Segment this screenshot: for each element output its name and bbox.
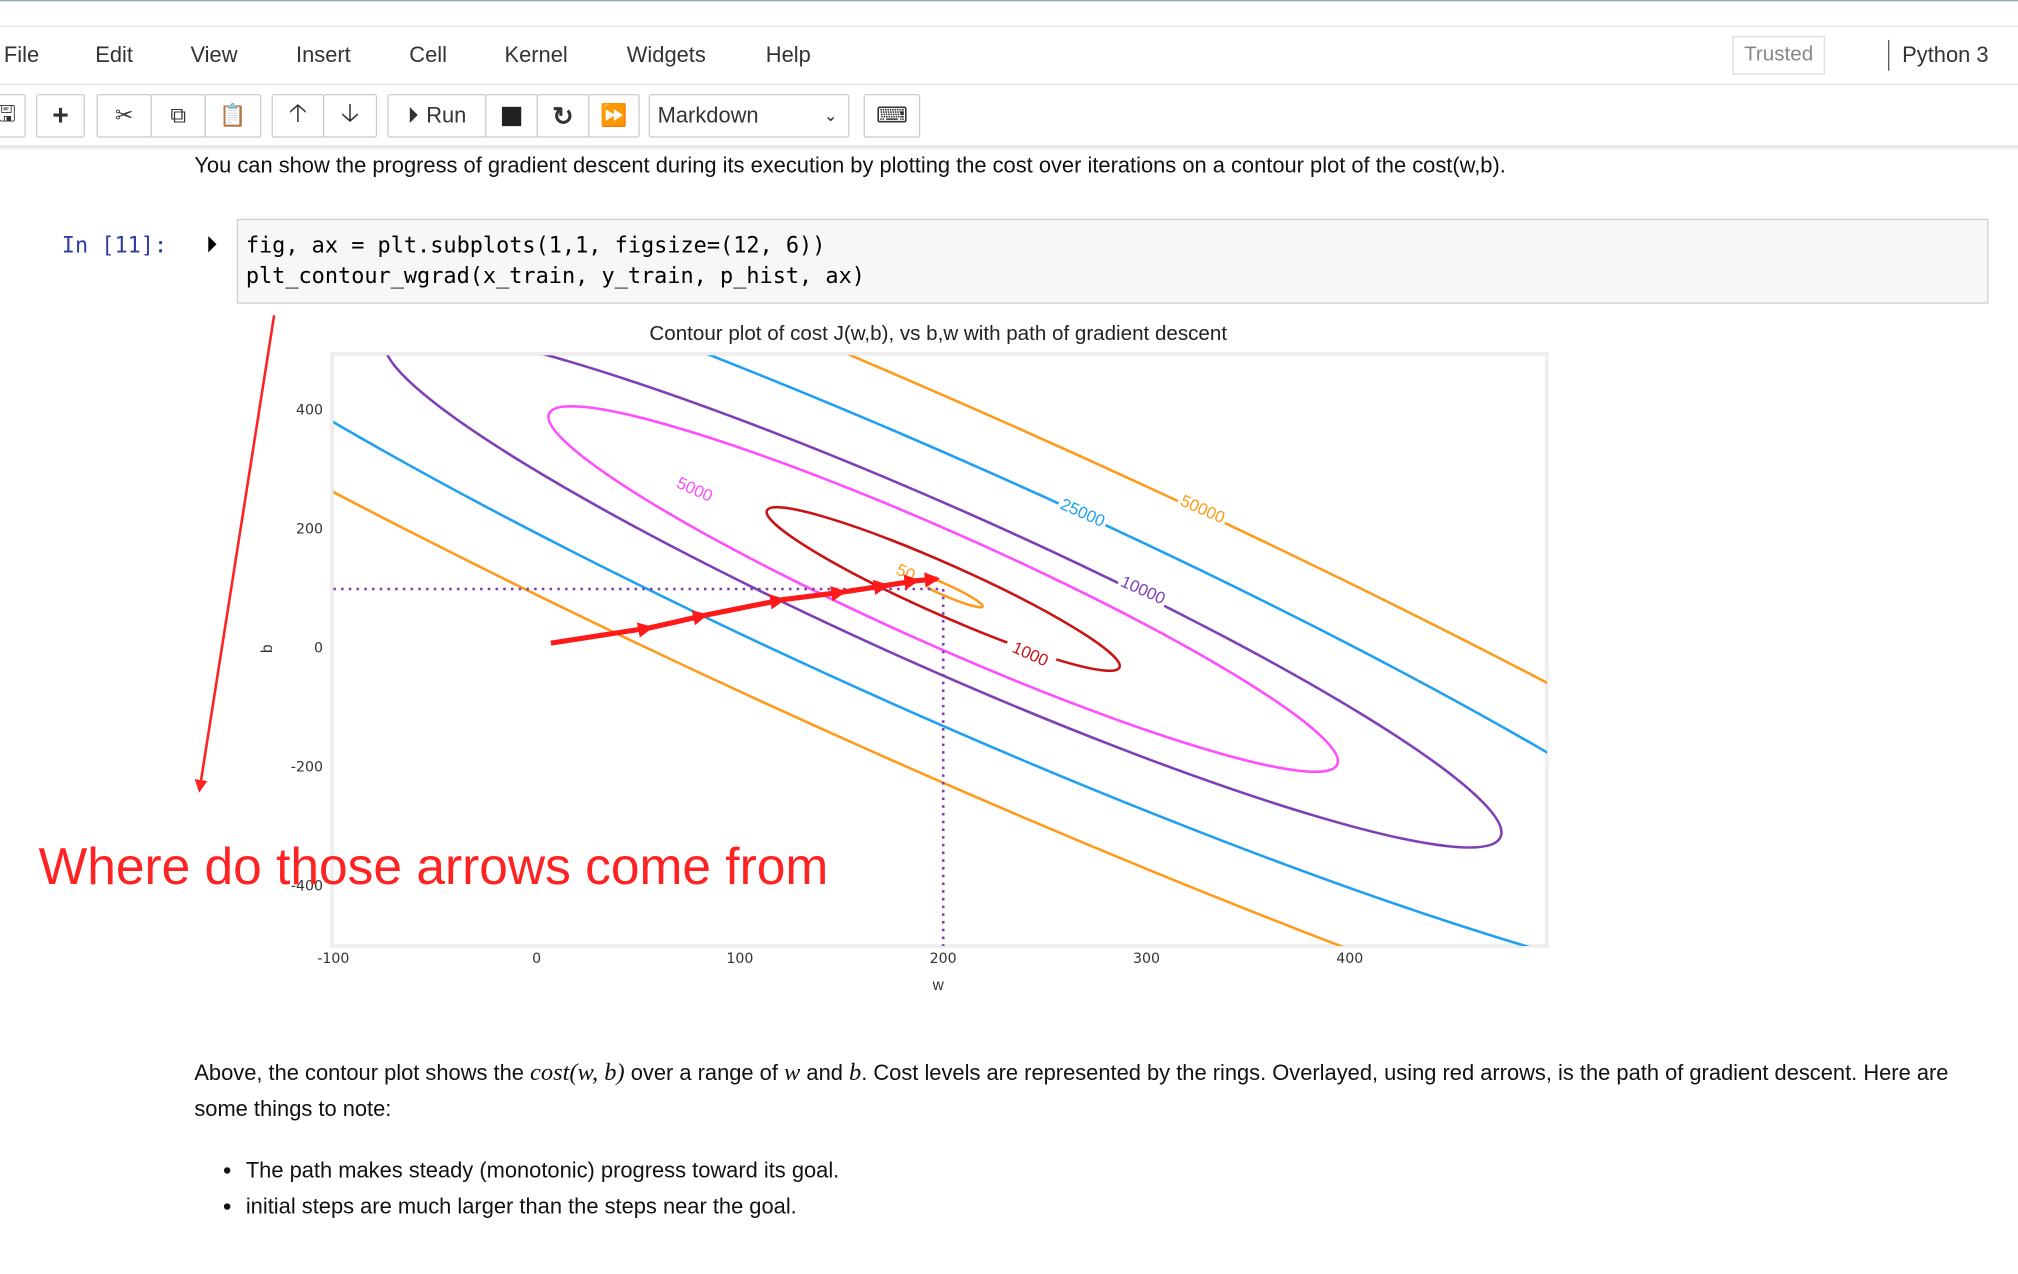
contour-label-bg — [667, 471, 722, 510]
gradient-path — [550, 572, 941, 646]
plot-frame — [330, 351, 1549, 948]
notes-list: The path makes steady (monotonic) progre… — [194, 1153, 839, 1225]
contour-ring — [547, 404, 1340, 774]
top-border — [0, 0, 2018, 2]
contour-ring — [383, 355, 1503, 849]
contour-label-bg — [1115, 572, 1170, 610]
stop-button[interactable] — [485, 93, 538, 138]
menu-item[interactable]: Cell — [409, 42, 447, 67]
toolbar-border — [0, 83, 2018, 85]
menu-item[interactable]: Edit — [95, 42, 133, 67]
x-tick-label: 0 — [532, 951, 541, 967]
math-text: b — [848, 1059, 862, 1087]
text-run: . Cost levels are represented by the rin… — [194, 1060, 1949, 1121]
text-run: and — [800, 1060, 849, 1085]
y-tick-label: 400 — [296, 403, 323, 419]
y-axis-label: b — [259, 644, 276, 653]
menu-item[interactable]: Insert — [296, 42, 351, 67]
run-cell-icon[interactable]: ⏵ — [205, 231, 218, 258]
contour-label-bg — [1002, 636, 1058, 674]
text-run: Above, the contour plot shows the — [194, 1060, 531, 1085]
restart-button[interactable]: ↻ — [536, 93, 590, 138]
annotation-arrow — [194, 315, 276, 793]
menu-item[interactable]: File — [3, 42, 40, 67]
note-item: The path makes steady (monotonic) progre… — [246, 1153, 839, 1189]
save-button[interactable]: 🖫 — [0, 93, 26, 138]
cell-type-select[interactable]: Markdown ⌄ — [648, 93, 850, 138]
menu-item[interactable]: View — [190, 42, 238, 67]
trusted-indicator[interactable]: Trusted — [1732, 36, 1825, 75]
toolbar-shadow — [0, 145, 2018, 151]
math-text: cost(w, b) — [530, 1059, 625, 1087]
contour-label: 50000 — [1178, 491, 1228, 527]
menu-border — [0, 25, 2018, 28]
chart-title: Contour plot of cost J(w,b), vs b,w with… — [649, 322, 1227, 345]
code-cell[interactable] — [236, 218, 1989, 304]
x-tick-label: 400 — [1336, 951, 1363, 967]
y-tick-label: 200 — [296, 522, 323, 538]
kernel-indicator: Python 3 — [1888, 39, 1989, 71]
cell-type-label: Markdown — [657, 102, 759, 128]
x-axis-label: w — [932, 977, 945, 994]
code-line: plt_contour_wgrad(x_train, y_train, p_hi… — [245, 263, 865, 290]
contour-label: 10000 — [1118, 572, 1168, 608]
code-line: fig, ax = plt.subplots(1,1, figsize=(12,… — [245, 232, 826, 259]
math-text: w — [784, 1059, 801, 1087]
stop-icon — [501, 106, 522, 126]
dropdown-caret: ⌄ — [823, 105, 838, 125]
copy-button[interactable]: ⧉ — [150, 93, 206, 138]
note-item: initial steps are much larger than the s… — [246, 1189, 839, 1225]
paste-button[interactable]: 📋 — [204, 93, 262, 138]
cut-button[interactable]: ✂ — [96, 93, 152, 138]
run-icon: ⏵ — [407, 102, 419, 128]
contour-label: 5000 — [674, 473, 716, 505]
intro-text: You can show the progress of gradient de… — [194, 153, 1506, 178]
y-tick-label: -400 — [291, 878, 323, 894]
y-tick-label: -200 — [291, 759, 323, 775]
explanation-text: Above, the contour plot shows the cost(w… — [194, 1055, 1970, 1127]
menu-item[interactable]: Widgets — [626, 42, 706, 67]
menu-item[interactable]: Kernel — [504, 42, 568, 67]
x-tick-label: 300 — [1133, 951, 1160, 967]
contour-label-bg — [1175, 491, 1230, 529]
annotation-text: Where do those arrows come from — [38, 839, 829, 896]
run-button[interactable]: ⏵ Run — [387, 93, 487, 138]
contour-ring — [333, 355, 1547, 946]
contour-label-bg — [1055, 494, 1110, 533]
run-all-button[interactable]: ⏩ — [588, 93, 640, 138]
contour-label: 1000 — [1010, 638, 1052, 670]
contour-label: 25000 — [1058, 495, 1108, 531]
x-tick-label: -100 — [317, 951, 349, 967]
text-run: over a range of — [624, 1060, 785, 1085]
cell-prompt: In [11]: — [61, 232, 168, 259]
x-tick-label: 100 — [726, 951, 753, 967]
menu-item[interactable]: Help — [765, 42, 811, 67]
x-tick-label: 200 — [930, 951, 957, 967]
keyboard-button[interactable]: ⌨ — [863, 93, 921, 138]
run-label: Run — [426, 102, 467, 128]
move-up-button[interactable]: 🡡 — [271, 93, 325, 138]
insert-button[interactable]: + — [36, 93, 85, 138]
y-tick-label: 0 — [314, 640, 323, 656]
move-down-button[interactable]: 🡣 — [323, 93, 378, 138]
